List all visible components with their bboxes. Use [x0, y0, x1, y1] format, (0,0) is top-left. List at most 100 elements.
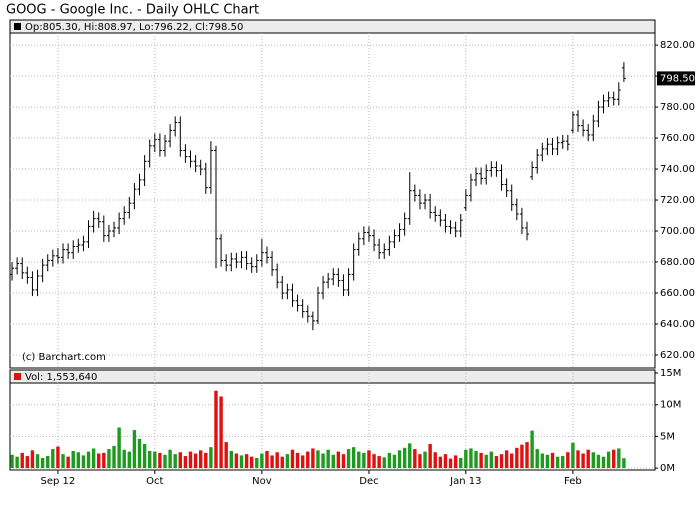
volume-bar [132, 430, 137, 469]
x-tick-label: Oct [146, 476, 163, 487]
volume-bar [311, 448, 315, 469]
price-header: Op:805.30, Hi:808.97, Lo:796.22, Cl:798.… [25, 22, 243, 33]
volume-bar [540, 453, 545, 469]
volume-bar [326, 449, 330, 469]
volume-key [14, 373, 21, 380]
volume-bar [91, 448, 96, 469]
x-tick-label: Sep 12 [41, 476, 76, 487]
volume-bar [423, 451, 427, 469]
price-header-band [9, 19, 656, 34]
volume-bar [489, 451, 494, 469]
volume-bar [10, 454, 14, 469]
volume-bar [357, 451, 361, 469]
volume-bar [71, 450, 75, 469]
volume-bar [418, 454, 422, 469]
volume-bar [377, 456, 381, 469]
volume-bar [244, 454, 249, 469]
volume-bar [46, 456, 50, 469]
volume-bar [464, 449, 468, 469]
volume-bar [15, 456, 19, 469]
y-tick-label: 620.00 [660, 350, 695, 361]
volume-bar [188, 451, 193, 469]
volume-bar [428, 444, 432, 469]
volume-bar [173, 454, 177, 469]
volume-bar [494, 456, 499, 469]
volume-bar [249, 456, 254, 469]
volume-bar [362, 452, 366, 469]
y-tick-label: 700.00 [660, 226, 695, 237]
volume-bar [581, 453, 585, 469]
volume-bar [25, 456, 30, 469]
volume-bar [453, 455, 458, 469]
y-tick-label: 760.00 [660, 133, 695, 144]
x-tick-label: Jan 13 [449, 476, 481, 487]
x-tick-label: Feb [564, 476, 582, 487]
annotation: (c) Barchart.com [22, 352, 106, 363]
volume-bar [102, 452, 106, 469]
volume-bar [586, 449, 590, 469]
volume-bar [234, 453, 239, 469]
volume-bar [285, 454, 290, 469]
volume-bar [168, 449, 172, 469]
volume-bar [280, 456, 284, 469]
volume-bar [387, 452, 392, 469]
volume-bar [35, 454, 40, 469]
volume-bar [81, 455, 86, 469]
volume-bar [300, 455, 305, 469]
volume-bar [198, 450, 203, 469]
volume-bar [122, 449, 126, 469]
volume-bar [193, 453, 198, 469]
volume-bar [112, 445, 116, 469]
volume-bar [571, 442, 575, 469]
volume-bar [127, 451, 132, 469]
volume-bar [153, 451, 157, 469]
volume-bar [336, 451, 341, 469]
volume-bar [239, 455, 244, 469]
volume-bar [148, 450, 152, 469]
volume-bar [433, 452, 437, 469]
volume-bar [270, 455, 274, 469]
volume-bar [408, 443, 412, 469]
chart-title: GOOG - Google Inc. - Daily OHLC Chart [6, 3, 259, 18]
volume-bar [413, 449, 417, 469]
volume-bar [566, 452, 570, 469]
volume-header: Vol: 1,553,640 [25, 372, 97, 383]
volume-bar [214, 390, 218, 469]
volume-bar [56, 446, 60, 469]
volume-bar [183, 456, 188, 469]
volume-bar [448, 458, 453, 469]
volume-bar [204, 452, 208, 469]
volume-header-band [9, 369, 656, 384]
volume-bar [306, 451, 310, 469]
volume-bar [86, 451, 91, 469]
volume-bar [525, 442, 529, 469]
volume-bar [438, 456, 443, 469]
volume-bar [341, 454, 346, 469]
volume-bar [290, 449, 295, 469]
volume-bar [510, 453, 514, 469]
volume-bar [331, 454, 335, 469]
volume-bar [535, 449, 539, 469]
last-price-box [657, 71, 695, 86]
volume-bar [499, 454, 504, 469]
volume-bar [601, 456, 606, 469]
volume-bar [117, 427, 121, 469]
volume-bar [137, 438, 142, 469]
y-tick-label: 780.00 [660, 102, 695, 113]
volume-bar [484, 454, 488, 469]
volume-bar [163, 454, 167, 469]
y-tick-label: 820.00 [660, 40, 695, 51]
volume-bar [367, 450, 371, 469]
volume-bar [545, 454, 550, 469]
volume-bar [76, 452, 81, 469]
volume-bar [550, 452, 555, 469]
volume-bar [40, 457, 45, 469]
y-tick-label: 15M [660, 368, 681, 379]
y-tick-label: 640.00 [660, 319, 695, 330]
volume-bar [178, 452, 183, 469]
y-tick-label: 10M [660, 400, 681, 411]
volume-bar [474, 450, 478, 469]
volume-bar [295, 452, 300, 469]
y-tick-label: 740.00 [660, 164, 695, 175]
volume-bar [515, 447, 519, 469]
